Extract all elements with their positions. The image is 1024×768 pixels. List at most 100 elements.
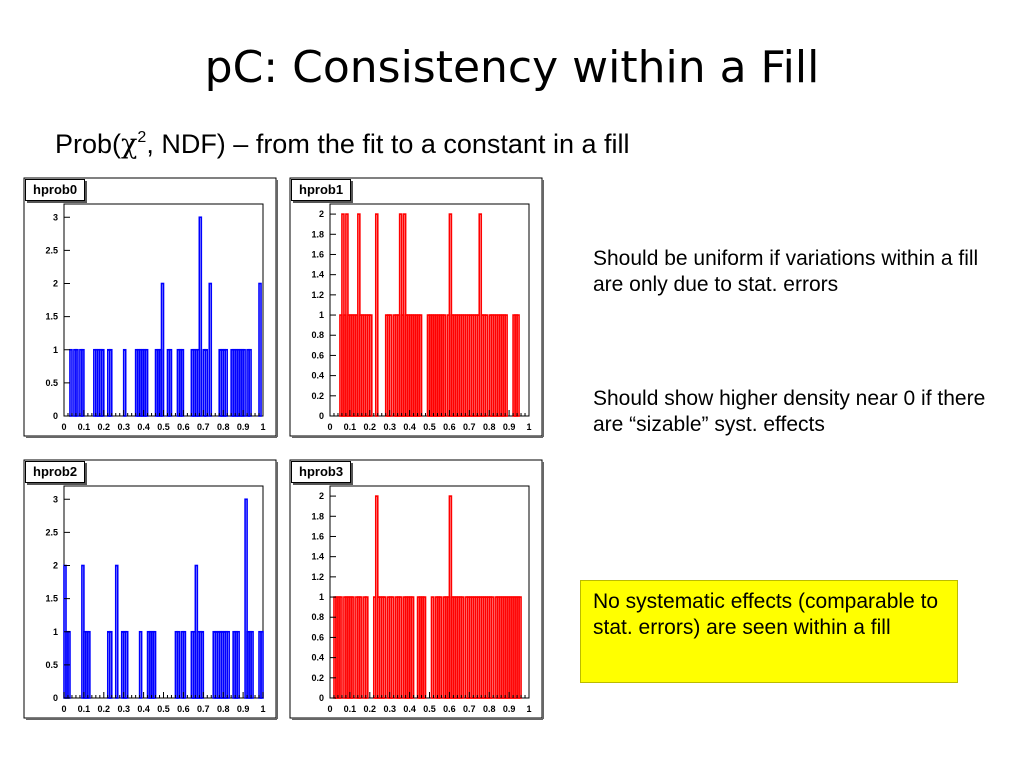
histogram-bar [198,216,203,417]
histogram-bar [226,630,230,699]
histogram-bar [258,282,262,417]
histogram-bar [365,596,369,699]
histogram-bar [124,630,129,699]
histogram-panel-hprob0: 0 0.1 0.2 0.3 0.4 0.5 0.6 0.7 0.8 0.9 1 0 0.5 1 1.5 2 2.… [22,176,282,446]
y-tick-label: 2.5 [45,245,58,255]
histogram-bar [108,630,113,699]
y-tick-label: 0 [319,411,324,421]
y-tick-label: 0.4 [311,653,324,663]
y-tick-label: 0.2 [311,673,324,683]
y-tick-label: 0.6 [311,350,324,360]
x-tick-label: 0 [61,704,66,714]
y-tick-label: 1.4 [311,270,324,280]
x-tick-label: 0.2 [98,422,111,432]
x-tick-label: 0.1 [78,422,91,432]
x-tick-label: 0.3 [383,422,396,432]
histogram-hprob2: 0 0.1 0.2 0.3 0.4 0.5 0.6 0.7 0.8 0.9 1 0 0.5 1 1.5 2 2.… [23,459,278,720]
x-tick-label: 0.5 [157,704,170,714]
y-tick-label: 1.6 [311,531,324,541]
y-tick-label: 1.8 [311,511,324,521]
histogram-bar [248,348,252,417]
histogram-bar [388,314,393,417]
x-tick-label: 0.7 [463,422,476,432]
histogram-label: hprob3 [291,461,352,483]
x-tick-label: 0.8 [483,704,496,714]
histogram-bar [208,282,213,417]
y-tick-label: 1.5 [45,594,58,604]
x-tick-label: 0 [327,422,332,432]
histogram-bar [160,282,165,417]
x-tick-label: 0.3 [117,704,130,714]
histogram-bar [75,348,79,417]
histogram-hprob0: 0 0.1 0.2 0.3 0.4 0.5 0.6 0.7 0.8 0.9 1 0 0.5 1 1.5 2 2.… [23,177,278,438]
histogram-bar [144,348,149,417]
x-tick-label: 0 [61,422,66,432]
histogram-hprob1: 0 0.1 0.2 0.3 0.4 0.5 0.6 0.7 0.8 0.9 1 0 0.2 0.4 0.6 0… [289,177,544,438]
y-tick-label: 1 [53,345,58,355]
histogram-bar [114,564,119,699]
x-tick-label: 0.1 [344,704,357,714]
y-tick-label: 1.6 [311,249,324,259]
x-tick-label: 0.1 [78,704,91,714]
histogram-panel-hprob1: 0 0.1 0.2 0.3 0.4 0.5 0.6 0.7 0.8 0.9 1 0 0.2 0.4 0.6 0… [288,176,548,446]
histogram-bar [430,596,435,699]
y-tick-label: 1.4 [311,552,324,562]
histogram-bar [490,596,494,699]
x-tick-label: 0.6 [443,704,456,714]
y-tick-label: 3 [53,494,58,504]
y-tick-label: 0 [53,411,58,421]
histogram-label: hprob0 [25,179,86,201]
x-tick-label: 0.6 [177,704,190,714]
histogram-bar [518,596,522,699]
histogram-bars [63,498,264,699]
y-tick-label: 0.8 [311,330,324,340]
x-tick-label: 0.3 [117,422,130,432]
histogram-bar [200,630,205,699]
histogram-label: hprob2 [25,461,86,483]
histogram-bar [422,596,427,699]
histogram-bar [351,596,355,699]
histogram-bar [224,348,228,417]
slide-title: pC: Consistency within a Fill [204,42,820,93]
x-tick-label: 0.2 [364,422,377,432]
x-tick-label: 0.5 [423,704,436,714]
y-tick-label: 2 [53,561,58,571]
histogram-bar [382,596,387,699]
histogram-bar [484,314,489,417]
x-tick-label: 0.6 [443,422,456,432]
histogram-bar [260,630,264,699]
x-tick-label: 0.2 [98,704,111,714]
histogram-bar [244,498,248,699]
conclusion-callout: No systematic effects (comparable to sta… [580,580,958,683]
y-tick-label: 1.2 [311,572,324,582]
histogram-bar [101,348,105,417]
y-tick-label: 2 [319,491,324,501]
subtitle-suffix: , NDF) – from the fit to a constant in a… [146,129,630,159]
histogram-bar [180,348,185,417]
y-tick-label: 2 [319,209,324,219]
histogram-bar [176,630,181,699]
x-tick-label: 0.4 [403,704,416,714]
note-uniform: Should be uniform if variations within a… [593,247,979,296]
subtitle-prefix: Prob( [55,129,122,159]
chi-symbol: χ [121,129,138,160]
histogram-label: hprob1 [291,179,352,201]
y-tick-label: 1.5 [45,312,58,322]
y-tick-label: 0 [319,693,324,703]
y-tick-label: 0.5 [45,378,58,388]
y-tick-label: 1.2 [311,290,324,300]
histogram-bar [250,630,254,699]
histogram-panel-hprob2: 0 0.1 0.2 0.3 0.4 0.5 0.6 0.7 0.8 0.9 1 0 0.5 1 1.5 2 2.… [22,458,282,728]
histogram-hprob3: 0 0.1 0.2 0.3 0.4 0.5 0.6 0.7 0.8 0.9 1 0 0.2 0.4 0.6 0… [289,459,544,720]
y-tick-label: 0.8 [311,612,324,622]
histogram-bar [204,348,209,417]
histogram-bar [236,630,240,699]
x-tick-label: 0.8 [217,704,230,714]
histogram-bar [359,596,363,699]
histogram-bar [438,596,443,699]
x-tick-label: 0.1 [344,422,357,432]
y-tick-label: 2 [53,279,58,289]
histogram-bars [333,495,522,699]
histogram-bars [69,216,262,417]
x-tick-label: 1 [260,704,265,714]
